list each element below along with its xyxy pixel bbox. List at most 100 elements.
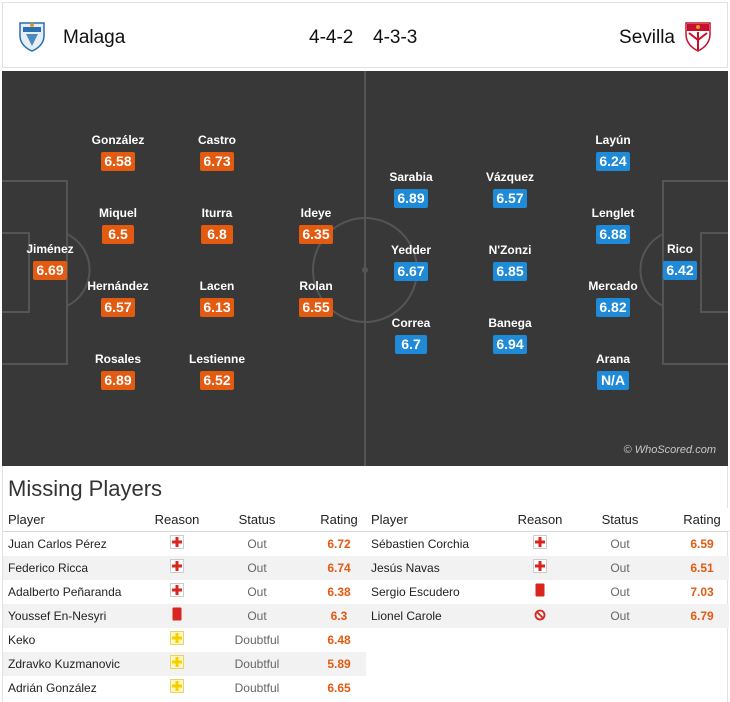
player-name[interactable]: Hernández bbox=[87, 279, 149, 293]
column-reason[interactable]: Reason bbox=[154, 512, 200, 527]
home-player[interactable]: Rolan 6.55 bbox=[276, 279, 356, 317]
home-player[interactable]: Lestienne 6.52 bbox=[177, 352, 257, 390]
home-player[interactable]: González 6.58 bbox=[78, 133, 158, 171]
home-formation: 4-4-2 bbox=[309, 27, 354, 48]
status-cell: Out bbox=[247, 585, 267, 599]
player-name[interactable]: Lenglet bbox=[591, 206, 635, 220]
home-player[interactable]: Iturra 6.8 bbox=[177, 206, 257, 244]
injury-icon[interactable] bbox=[170, 557, 184, 581]
home-player[interactable]: Lacen 6.13 bbox=[177, 279, 257, 317]
column-rating[interactable]: Rating bbox=[320, 512, 358, 527]
away-player[interactable]: Rico 6.42 bbox=[640, 242, 720, 280]
missing-player-name[interactable]: Zdravko Kuzmanovic bbox=[8, 657, 121, 671]
player-name[interactable]: N'Zonzi bbox=[488, 243, 532, 257]
malaga-crest-icon[interactable] bbox=[17, 20, 47, 52]
missing-player-name[interactable]: Keko bbox=[8, 633, 36, 647]
missing-player-name[interactable]: Adalberto Peñaranda bbox=[8, 585, 122, 599]
player-name[interactable]: Castro bbox=[197, 133, 236, 147]
missing-player-name[interactable]: Juan Carlos Pérez bbox=[8, 537, 107, 551]
column-rating[interactable]: Rating bbox=[683, 512, 721, 527]
player-name[interactable]: Rico bbox=[666, 242, 693, 256]
player-name[interactable]: Arana bbox=[595, 352, 630, 366]
doubtful-icon[interactable] bbox=[170, 629, 184, 653]
player-name[interactable]: Sarabia bbox=[389, 170, 433, 184]
table-row: Adalberto Peñaranda Out 6.38 bbox=[3, 580, 366, 604]
away-team-name[interactable]: Sevilla bbox=[619, 27, 675, 48]
away-player[interactable]: Mercado 6.82 bbox=[573, 279, 653, 317]
player-rating: 6.35 bbox=[299, 225, 333, 244]
column-player[interactable]: Player bbox=[8, 512, 45, 527]
player-rating: 6.89 bbox=[394, 189, 428, 208]
player-rating: 6.57 bbox=[493, 189, 527, 208]
player-name[interactable]: Banega bbox=[488, 316, 532, 330]
player-name[interactable]: Lacen bbox=[199, 279, 235, 293]
reason-cell bbox=[151, 676, 203, 701]
away-player[interactable]: Vázquez 6.57 bbox=[470, 170, 550, 208]
injury-icon[interactable] bbox=[170, 533, 184, 557]
red-card-icon[interactable] bbox=[172, 605, 182, 629]
player-name[interactable]: Layún bbox=[595, 133, 631, 147]
away-player[interactable]: Banega 6.94 bbox=[470, 316, 550, 354]
player-name[interactable]: Ideye bbox=[300, 206, 332, 220]
reason-cell bbox=[151, 604, 203, 629]
player-rating: 6.67 bbox=[394, 262, 428, 281]
player-name[interactable]: Vázquez bbox=[485, 170, 534, 184]
away-player[interactable]: Yedder 6.67 bbox=[371, 243, 451, 281]
missing-player-name[interactable]: Jesús Navas bbox=[371, 561, 440, 575]
player-name[interactable]: Rolan bbox=[299, 279, 333, 293]
missing-player-name[interactable]: Lionel Carole bbox=[371, 609, 442, 623]
player-name[interactable]: Jiménez bbox=[26, 242, 74, 256]
away-player[interactable]: Sarabia 6.89 bbox=[371, 170, 451, 208]
home-player[interactable]: Jiménez 6.69 bbox=[10, 242, 90, 280]
missing-player-name[interactable]: Sergio Escudero bbox=[371, 585, 460, 599]
home-player[interactable]: Miquel 6.5 bbox=[78, 206, 158, 244]
missing-player-name[interactable]: Adrián González bbox=[8, 681, 97, 695]
sevilla-crest-icon[interactable] bbox=[683, 20, 713, 52]
banned-icon[interactable] bbox=[534, 605, 546, 629]
away-player[interactable]: Arana N/A bbox=[573, 352, 653, 390]
injury-icon[interactable] bbox=[533, 557, 547, 581]
injury-icon[interactable] bbox=[533, 533, 547, 557]
doubtful-icon[interactable] bbox=[170, 653, 184, 677]
player-name[interactable]: Iturra bbox=[201, 206, 233, 220]
player-rating: 6.5 bbox=[102, 225, 134, 244]
rating-cell: 6.3 bbox=[330, 609, 348, 623]
home-team-name[interactable]: Malaga bbox=[63, 27, 126, 48]
column-status[interactable]: Status bbox=[238, 512, 276, 527]
missing-player-name[interactable]: Federico Ricca bbox=[8, 561, 89, 575]
doubtful-icon[interactable] bbox=[170, 677, 184, 701]
player-name[interactable]: González bbox=[91, 133, 145, 147]
home-player[interactable]: Hernández 6.57 bbox=[78, 279, 158, 317]
away-player[interactable]: Layún 6.24 bbox=[573, 133, 653, 171]
player-rating: 6.94 bbox=[493, 335, 527, 354]
red-card-icon[interactable] bbox=[535, 581, 545, 605]
away-player[interactable]: Correa 6.7 bbox=[371, 316, 451, 354]
column-reason[interactable]: Reason bbox=[517, 512, 563, 527]
player-rating: 6.88 bbox=[596, 225, 630, 244]
player-name[interactable]: Mercado bbox=[588, 279, 638, 293]
player-name[interactable]: Miquel bbox=[99, 206, 137, 220]
missing-player-name[interactable]: Sébastien Corchia bbox=[371, 537, 470, 551]
player-rating: 6.52 bbox=[200, 371, 234, 390]
status-cell: Doubtful bbox=[234, 657, 280, 671]
missing-player-name[interactable]: Youssef En-Nesyri bbox=[8, 609, 107, 623]
reason-cell bbox=[514, 580, 566, 605]
away-player[interactable]: N'Zonzi 6.85 bbox=[470, 243, 550, 281]
rating-cell: 6.79 bbox=[690, 609, 714, 623]
home-player[interactable]: Castro 6.73 bbox=[177, 133, 257, 171]
away-player[interactable]: Lenglet 6.88 bbox=[573, 206, 653, 244]
table-row: Sébastien Corchia Out 6.59 bbox=[366, 532, 729, 556]
home-player[interactable]: Rosales 6.89 bbox=[78, 352, 158, 390]
player-name[interactable]: Yedder bbox=[390, 243, 432, 257]
player-name[interactable]: Correa bbox=[391, 316, 431, 330]
rating-cell: 6.51 bbox=[690, 561, 714, 575]
player-rating: 6.85 bbox=[493, 262, 527, 281]
player-name[interactable]: Rosales bbox=[94, 352, 142, 366]
table-row: Zdravko Kuzmanovic Doubtful 5.89 bbox=[3, 652, 366, 676]
column-status[interactable]: Status bbox=[601, 512, 639, 527]
home-player[interactable]: Ideye 6.35 bbox=[276, 206, 356, 244]
watermark[interactable]: © WhoScored.com bbox=[623, 444, 716, 456]
column-player[interactable]: Player bbox=[371, 512, 408, 527]
player-name[interactable]: Lestienne bbox=[188, 352, 245, 366]
injury-icon[interactable] bbox=[170, 581, 184, 605]
